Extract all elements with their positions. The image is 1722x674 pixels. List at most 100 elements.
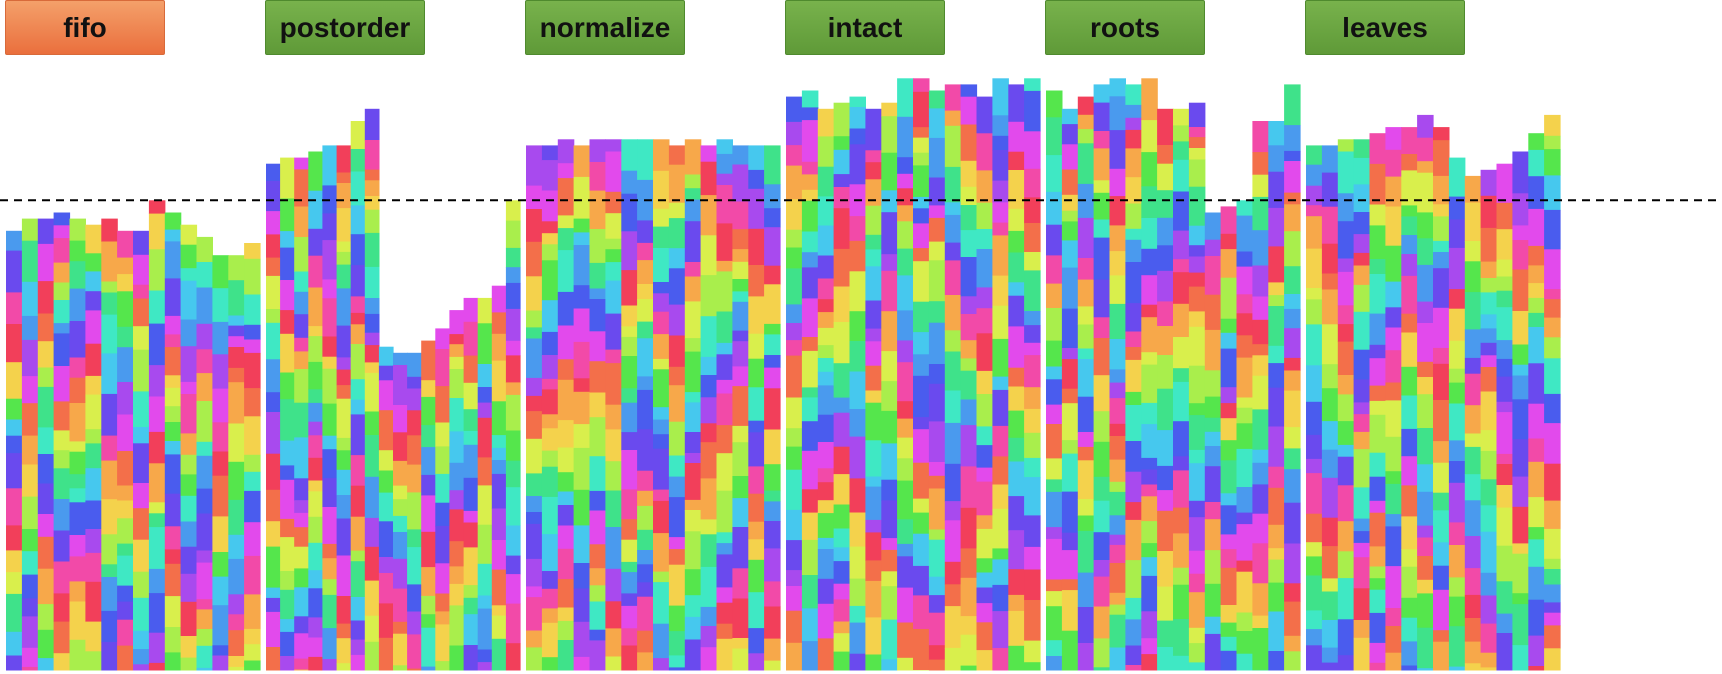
bar-segment xyxy=(913,429,930,464)
bar-segment xyxy=(1188,627,1206,644)
bar-segment xyxy=(180,636,198,659)
bar-segment xyxy=(1417,361,1434,378)
bar-segment xyxy=(684,392,702,403)
bar-segment xyxy=(1077,396,1095,433)
bar-segment xyxy=(881,311,898,352)
bar-segment xyxy=(1061,240,1079,269)
bar-segment xyxy=(992,389,1009,427)
bar-segment xyxy=(1528,599,1545,637)
bar-segment xyxy=(668,268,686,306)
bar-segment xyxy=(228,423,245,463)
bar-segment xyxy=(764,606,781,640)
bar-segment xyxy=(505,308,521,342)
bar-segment xyxy=(294,500,309,514)
bar-segment xyxy=(764,464,781,492)
bar-segment xyxy=(1252,319,1269,345)
bar-segment xyxy=(463,430,479,446)
bar-segment xyxy=(477,417,493,458)
bar-segment xyxy=(1141,543,1158,558)
bar-segment xyxy=(364,332,380,346)
bar-segment xyxy=(1496,613,1513,634)
bar-segment xyxy=(280,280,295,311)
bar-segment xyxy=(1141,521,1158,544)
bar-segment xyxy=(1306,248,1323,289)
bar-segment xyxy=(1321,273,1339,290)
bar-segment xyxy=(1024,432,1041,459)
bar-segment xyxy=(1306,365,1323,403)
bar-segment xyxy=(336,495,352,520)
bar-segment xyxy=(913,248,930,262)
bar-segment xyxy=(364,411,380,436)
bar-segment xyxy=(1496,633,1513,671)
bar-segment xyxy=(196,401,213,443)
bar-segment xyxy=(700,442,718,479)
bar-segment xyxy=(1125,619,1142,646)
bar-segment xyxy=(463,585,479,599)
bar-segment xyxy=(228,325,245,337)
bar-segment xyxy=(101,353,118,395)
bar-segment xyxy=(1369,344,1386,359)
tab-roots[interactable]: roots xyxy=(1045,0,1205,55)
bar-segment xyxy=(748,493,765,523)
bar-segment xyxy=(164,229,182,242)
bar-segment xyxy=(786,397,803,429)
bar-segment xyxy=(716,638,733,671)
bar-segment xyxy=(541,260,559,301)
bar-segment xyxy=(266,180,281,212)
bar-segment xyxy=(1448,403,1466,441)
bar-segment xyxy=(976,133,993,171)
bar-segment xyxy=(1448,382,1466,404)
bar-segment xyxy=(1306,401,1323,436)
bar-segment xyxy=(1173,141,1190,161)
bar-segment xyxy=(1544,648,1561,671)
bar-segment xyxy=(1433,510,1450,543)
bar-segment xyxy=(1321,364,1339,389)
tab-normalize[interactable]: normalize xyxy=(525,0,685,55)
bar-segment xyxy=(1417,579,1434,594)
bar-segment xyxy=(541,221,559,234)
bar-segment xyxy=(1252,449,1269,464)
bar-segment xyxy=(1401,617,1418,642)
bar-segment xyxy=(928,595,946,614)
bar-segment xyxy=(1109,78,1126,97)
bar-segment xyxy=(212,255,229,289)
tab-postorder[interactable]: postorder xyxy=(265,0,425,55)
bar-segment xyxy=(1464,175,1482,204)
bar-segment xyxy=(421,614,436,629)
bar-segment xyxy=(1369,512,1386,547)
bar-segment xyxy=(992,559,1009,586)
bar-segment xyxy=(1528,297,1545,314)
bar-segment xyxy=(463,477,479,512)
bar-segment xyxy=(1077,530,1095,574)
bar-segment xyxy=(913,417,930,430)
tab-intact[interactable]: intact xyxy=(785,0,945,55)
bar-segment xyxy=(350,312,366,325)
bar-segment xyxy=(801,608,819,642)
bar-segment xyxy=(463,645,479,671)
bar-segment xyxy=(1077,217,1095,259)
bar-segment xyxy=(557,525,575,550)
bar-segment xyxy=(621,539,638,563)
bar-segment xyxy=(421,595,436,615)
tab-fifo[interactable]: fifo xyxy=(5,0,165,55)
bar-segment xyxy=(85,253,102,272)
bar-segment xyxy=(6,250,23,293)
bar-segment xyxy=(913,165,930,198)
bar-segment xyxy=(117,451,134,486)
bar-segment xyxy=(732,341,749,367)
bar-segment xyxy=(322,579,338,596)
bar-segment xyxy=(801,641,819,671)
bar-segment xyxy=(944,214,962,244)
bar-segment xyxy=(1093,148,1111,181)
tab-leaves[interactable]: leaves xyxy=(1305,0,1465,55)
bar-segment xyxy=(477,297,493,324)
bar-segment xyxy=(833,187,851,209)
bar-segment xyxy=(1061,144,1079,170)
bar-segment xyxy=(1385,350,1402,383)
bar-segment xyxy=(1188,256,1206,274)
bar-segment xyxy=(960,257,978,297)
bar-segment xyxy=(637,376,654,391)
bar-segment xyxy=(897,437,914,459)
bar-segment xyxy=(573,308,591,343)
bar-segment xyxy=(748,653,765,671)
